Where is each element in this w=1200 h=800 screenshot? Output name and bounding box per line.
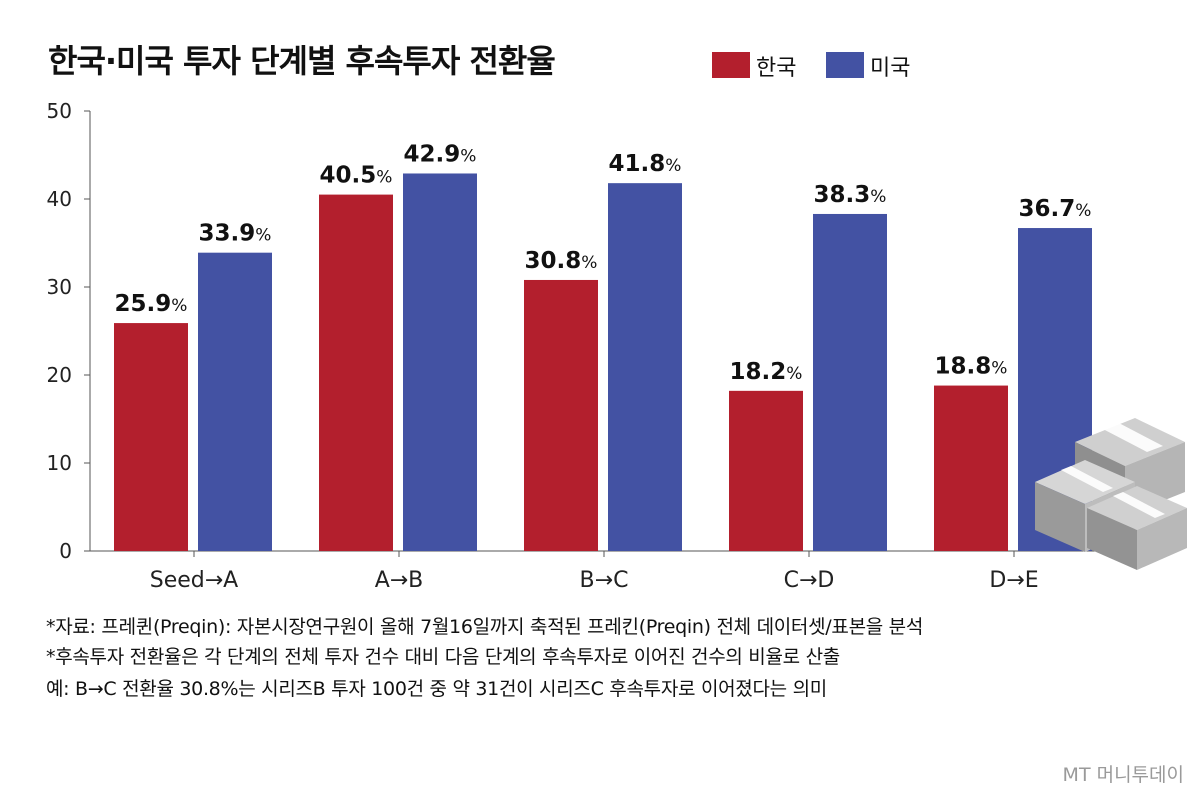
watermark-logo: MT 머니투데이 <box>1062 764 1184 786</box>
legend-swatch-usa <box>826 52 864 78</box>
footnote-source: *자료: 프레퀸(Preqin): 자본시장연구원이 올해 7월16일까지 축적… <box>46 616 924 638</box>
x-tick-label: Seed→A <box>150 568 238 593</box>
data-label-korea: 18.8% <box>935 354 1008 380</box>
footnote-example: 예: B→C 전환율 30.8%는 시리즈B 투자 100건 중 약 31건이 … <box>46 678 827 700</box>
data-label-usa: 42.9% <box>404 141 477 167</box>
legend-label-korea: 한국 <box>756 56 797 81</box>
data-label-korea: 25.9% <box>115 291 188 317</box>
data-label-usa: 33.9% <box>199 221 272 247</box>
y-tick-label: 20 <box>47 363 72 387</box>
y-tick-label: 0 <box>59 539 72 563</box>
bar-korea <box>729 390 803 551</box>
bar-usa <box>608 183 682 551</box>
data-label-korea: 40.5% <box>320 163 393 189</box>
data-label-usa: 38.3% <box>814 182 887 208</box>
data-label-korea: 18.2% <box>730 359 803 385</box>
bar-usa <box>813 213 887 551</box>
y-tick-label: 30 <box>47 275 72 299</box>
bar-layer: 25.9% 33.9% 40.5% 42.9% 30.8% 41.8% 18.2% 38.3%… <box>114 141 1092 552</box>
data-label-korea: 30.8% <box>525 248 598 274</box>
x-tick-label: B→C <box>580 568 629 593</box>
bar-usa <box>403 173 477 552</box>
data-label-usa: 41.8% <box>609 151 682 177</box>
bar-korea <box>114 323 188 551</box>
bar-usa <box>198 252 272 551</box>
bar-korea <box>319 194 393 551</box>
x-tick-label: A→B <box>375 568 424 593</box>
y-tick-label: 50 <box>47 99 72 123</box>
y-tick-label: 40 <box>47 187 72 211</box>
data-label-usa: 36.7% <box>1019 196 1092 222</box>
x-tick-label: C→D <box>784 568 835 593</box>
money-stack-icon <box>1035 418 1187 570</box>
footnote-definition: *후속투자 전환율은 각 단계의 전체 투자 건수 대비 다음 단계의 후속투자… <box>46 646 840 668</box>
x-tick-label: D→E <box>989 568 1038 593</box>
axis-layer: 0 10 20 30 40 50 Seed→A A→B B→C C→D D→E <box>47 99 1115 593</box>
legend-swatch-korea <box>712 52 750 78</box>
legend-label-usa: 미국 <box>870 56 911 81</box>
bar-korea <box>934 385 1008 551</box>
chart-title: 한국·미국 투자 단계별 후속투자 전환율 <box>48 42 556 80</box>
y-tick-label: 10 <box>47 451 72 475</box>
bar-korea <box>524 279 598 551</box>
